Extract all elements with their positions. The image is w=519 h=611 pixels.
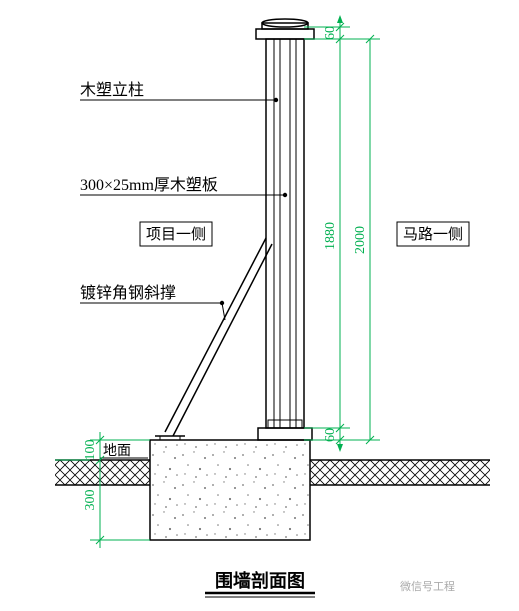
dim-found: 300 — [83, 490, 98, 511]
label-side-out: 马路一侧 — [403, 226, 463, 243]
label-post: 木塑立柱 — [80, 81, 144, 99]
dim-wall: 1880 — [323, 222, 338, 250]
ground-hatch-right — [310, 460, 490, 485]
diagonal-brace — [155, 238, 272, 440]
wall-post-assembly — [256, 19, 314, 440]
dim-cap: 60 — [323, 26, 338, 40]
label-brace: 镀锌角钢斜撑 — [80, 284, 176, 302]
section-drawing: 木塑立柱 300×25mm厚木塑板 镀锌角钢斜撑 地面 项目一侧 马路一侧 60… — [0, 0, 519, 611]
drawing-title: 围墙剖面图 — [215, 570, 305, 591]
label-panel: 300×25mm厚木塑板 — [80, 176, 218, 194]
ground-hatch-left — [55, 460, 150, 485]
dim-total: 2000 — [353, 226, 368, 254]
label-side-in: 项目一侧 — [146, 226, 206, 243]
watermark: 微信号工程 — [400, 579, 455, 593]
dim-chain-outer: 2000 — [353, 35, 374, 444]
concrete-footing — [150, 440, 310, 540]
dim-baseh: 60 — [323, 428, 338, 442]
dim-above: 100 — [83, 440, 98, 461]
label-ground: 地面 — [103, 443, 131, 459]
dim-chain-inner: 60 1880 60 — [304, 19, 380, 448]
